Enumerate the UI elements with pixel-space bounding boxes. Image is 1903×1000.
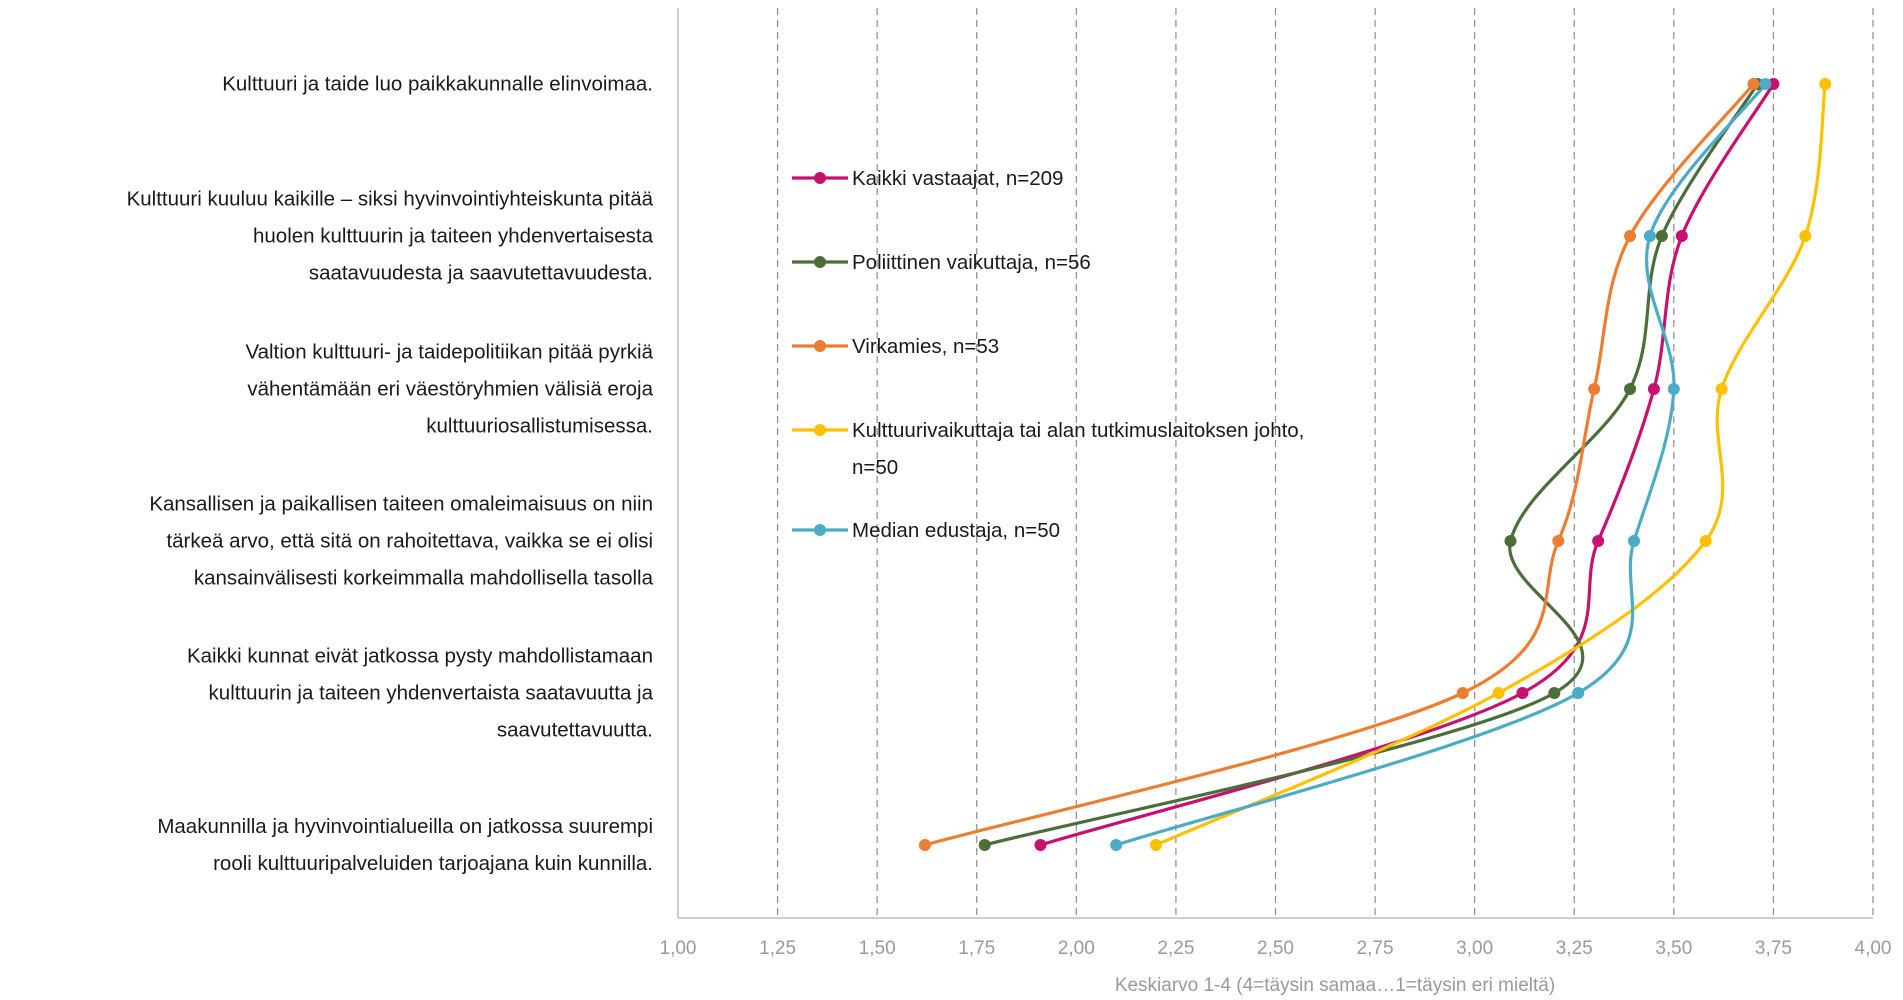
category-label-line: Kansallisen ja paikallisen taiteen omale… — [149, 492, 653, 516]
legend-label-line: Kaikki vastaajat, n=209 — [852, 167, 1064, 190]
category-label: Kaikki kunnat eivät jatkossa pysty mahdo… — [0, 638, 653, 749]
category-label-line: huolen kulttuurin ja taiteen yhdenvertai… — [252, 224, 653, 248]
data-point — [1516, 687, 1529, 699]
data-point — [1034, 839, 1047, 851]
data-point — [1150, 839, 1162, 851]
data-point — [1456, 687, 1469, 699]
data-point — [1747, 78, 1760, 90]
legend-label: Kaikki vastaajat, n=209 — [852, 160, 1432, 197]
category-label: Valtion kulttuuri- ja taidepolitiikan pi… — [0, 334, 653, 445]
data-point — [1492, 687, 1505, 699]
category-label: Kansallisen ja paikallisen taiteen omale… — [0, 486, 653, 597]
category-label-line: vähentämään eri väestöryhmien välisiä er… — [247, 377, 653, 401]
x-tick-label: 3,50 — [1655, 938, 1693, 959]
legend-label: Kulttuurivaikuttaja tai alan tutkimuslai… — [852, 412, 1432, 486]
legend-label: Poliittinen vaikuttaja, n=56 — [852, 244, 1432, 281]
category-label-line: kulttuurin ja taiteen yhdenvertaista saa… — [208, 681, 653, 705]
legend-swatch-marker — [814, 340, 826, 352]
legend-swatch-marker — [814, 524, 826, 536]
legend-label: Median edustaja, n=50 — [852, 512, 1432, 549]
data-point — [1110, 839, 1123, 851]
data-point — [1715, 383, 1728, 395]
data-point — [1799, 230, 1812, 242]
data-point — [1667, 383, 1680, 395]
data-point — [1624, 230, 1637, 242]
data-point — [1548, 687, 1561, 699]
x-tick-label: 2,00 — [1057, 938, 1095, 959]
data-point — [1572, 687, 1585, 699]
category-label-line: Kulttuuri ja taide luo paikkakunnalle el… — [222, 72, 653, 96]
legend-label-line: Poliittinen vaikuttaja, n=56 — [852, 251, 1091, 274]
x-axis-label: Keskiarvo 1-4 (4=täysin samaa…1=täysin e… — [1114, 975, 1556, 996]
x-tick-label: 2,75 — [1356, 938, 1394, 959]
data-point — [1675, 230, 1688, 242]
series-points — [918, 78, 1832, 851]
category-label-line: saavutettavuutta. — [496, 718, 653, 742]
legend-swatch-marker — [814, 424, 826, 436]
legend-label: Virkamies, n=53 — [852, 328, 1432, 365]
legend-swatch — [792, 340, 848, 352]
x-tick-label: 1,50 — [858, 938, 896, 959]
legend-label-line: n=50 — [852, 456, 899, 479]
x-tick-label: 1,25 — [759, 938, 797, 959]
legend-swatch — [792, 172, 848, 184]
x-tick-label: 1,00 — [659, 938, 697, 959]
series-line-2 — [924, 82, 1755, 847]
category-label-line: kansainvälisesti korkeimmalla mahdollise… — [193, 566, 653, 590]
category-label-line: saatavuudesta ja saavutettavuudesta. — [308, 261, 653, 285]
x-tick-label: 3,00 — [1456, 938, 1494, 959]
legend-swatch — [792, 256, 848, 268]
category-label: Kulttuuri ja taide luo paikkakunnalle el… — [0, 66, 653, 103]
x-tick-label: 3,25 — [1555, 938, 1593, 959]
data-point — [1588, 383, 1601, 395]
data-point — [1819, 78, 1832, 90]
x-tick-label: 2,50 — [1257, 938, 1294, 959]
legend-swatch — [792, 424, 848, 436]
axes — [677, 8, 1873, 919]
legend-label-line: Kulttuurivaikuttaja tai alan tutkimuslai… — [852, 419, 1305, 442]
category-label-line: Kulttuuri kuuluu kaikille – siksi hyvinv… — [126, 187, 653, 211]
x-tick-label: 1,75 — [958, 938, 996, 959]
x-tick-label: 2,25 — [1157, 938, 1195, 959]
data-point — [1628, 535, 1640, 547]
data-point — [1643, 230, 1656, 242]
legend-swatch-marker — [814, 172, 826, 184]
legend-label-line: Median edustaja, n=50 — [852, 519, 1061, 542]
category-label-line: Maakunnilla ja hyvinvointialueilla on ja… — [157, 815, 653, 838]
category-label-line: kulttuuriosallistumisessa. — [426, 414, 653, 438]
grid — [776, 8, 1874, 918]
category-label: Maakunnilla ja hyvinvointialueilla on ja… — [0, 808, 653, 882]
x-tick-label: 3,75 — [1754, 938, 1792, 959]
data-point — [918, 839, 931, 851]
data-point — [1624, 383, 1637, 395]
data-point — [1759, 78, 1772, 90]
data-point — [1655, 230, 1668, 242]
data-point — [1504, 535, 1517, 547]
data-point — [1592, 535, 1605, 547]
legend-label-line: Virkamies, n=53 — [852, 335, 1000, 358]
data-point — [1647, 383, 1660, 395]
legend-swatch-marker — [814, 256, 826, 268]
category-label-line: tärkeä arvo, että sitä on rahoitettava, … — [166, 529, 653, 553]
data-point — [1699, 535, 1712, 547]
category-label-line: rooli kulttuuripalveluiden tarjoajana ku… — [213, 852, 653, 875]
category-label-line: Valtion kulttuuri- ja taidepolitiikan pi… — [245, 340, 653, 364]
category-label-line: Kaikki kunnat eivät jatkossa pysty mahdo… — [186, 644, 653, 668]
category-label: Kulttuuri kuuluu kaikille – siksi hyvinv… — [0, 181, 653, 292]
x-tick-label: 4,00 — [1854, 938, 1892, 959]
data-point — [1552, 535, 1565, 547]
data-point — [978, 839, 991, 851]
legend-swatch — [792, 524, 848, 536]
